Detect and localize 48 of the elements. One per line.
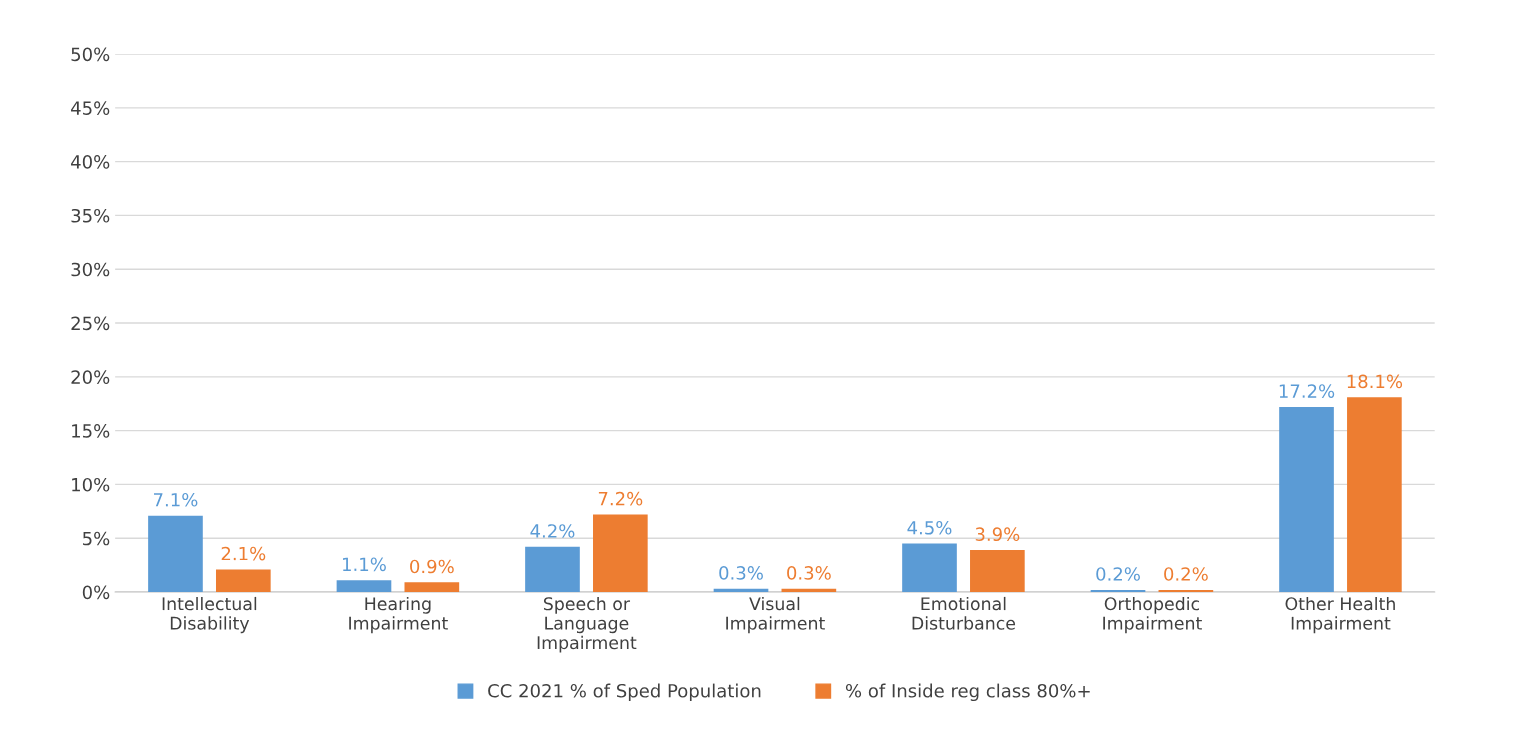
data-label: 17.2% (1279, 384, 1335, 398)
bar (713, 588, 769, 593)
legend-label: % of Inside reg class 80%+ (845, 683, 1090, 702)
bar (593, 514, 648, 593)
x-tick-label: Speech or Language Impairment (537, 596, 637, 653)
data-label: 0.3% (787, 566, 831, 580)
x-tick-label: Orthopedic Impairment (1103, 596, 1202, 634)
bar (404, 582, 460, 593)
data-label: 0.9% (410, 559, 454, 574)
data-label: 18.1% (1347, 374, 1403, 389)
bar (902, 543, 957, 593)
x-tick-label: Visual Impairment (726, 596, 825, 634)
bar (1090, 589, 1146, 593)
y-tick-label: 45% (71, 101, 110, 115)
data-label: 0.2% (1164, 567, 1208, 581)
y-tick-label: 0% (82, 585, 110, 600)
bar (781, 588, 837, 593)
data-label: 0.2% (1096, 567, 1140, 581)
bar (1347, 397, 1402, 593)
bar (336, 580, 392, 593)
y-tick-label: 30% (71, 262, 110, 277)
y-tick-label: 20% (71, 370, 110, 384)
x-tick-label: Intellectual Disability (162, 596, 257, 634)
y-tick-label: 40% (71, 155, 110, 169)
data-label: 3.9% (975, 527, 1020, 542)
y-tick-label: 10% (72, 477, 110, 492)
y-tick-label: 25% (71, 316, 110, 331)
bar (525, 546, 580, 593)
x-tick-label: Hearing Impairment (349, 596, 448, 634)
data-label: 1.1% (343, 557, 386, 572)
data-label: 7.2% (598, 491, 643, 506)
data-label: 7.1% (154, 492, 198, 507)
y-tick-label: 50% (71, 47, 110, 62)
bar (215, 569, 271, 593)
data-label: 2.1% (221, 546, 266, 561)
x-tick-label: Other Health Impairment (1285, 596, 1395, 634)
data-label: 4.2% (530, 524, 575, 538)
y-tick-label: 35% (71, 208, 110, 223)
bar (970, 550, 1025, 593)
bar (1279, 406, 1334, 593)
bar (1158, 589, 1214, 593)
data-label: 0.3% (719, 566, 763, 580)
data-label: 4.5% (907, 520, 952, 535)
y-tick-label: 15% (72, 424, 110, 438)
legend-label: CC 2021 % of Sped Population (488, 683, 761, 702)
x-tick-label: Emotional Disturbance (912, 596, 1016, 630)
bar (148, 515, 203, 593)
y-tick-label: 5% (83, 531, 110, 546)
